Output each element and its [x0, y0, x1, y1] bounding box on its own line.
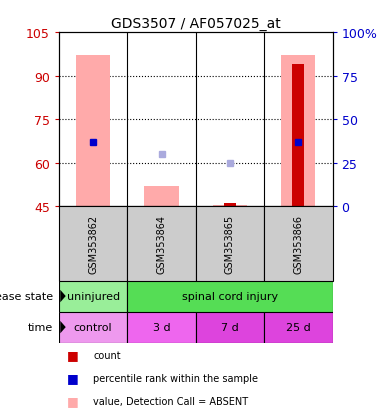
Text: disease state: disease state [0, 291, 54, 301]
Text: GSM353866: GSM353866 [293, 214, 303, 273]
Bar [196, 312, 264, 343]
Bar [292, 65, 304, 206]
Polygon shape [60, 290, 66, 302]
Bar [127, 312, 196, 343]
Text: ■: ■ [66, 371, 78, 385]
Text: control: control [74, 322, 112, 332]
Bar [281, 56, 315, 206]
Bar [76, 56, 110, 206]
Text: GSM353865: GSM353865 [225, 214, 235, 273]
Text: GSM353864: GSM353864 [157, 214, 166, 273]
Text: ■: ■ [66, 349, 78, 362]
Bar [264, 312, 332, 343]
Text: 3 d: 3 d [153, 322, 170, 332]
Bar [59, 281, 127, 312]
Polygon shape [60, 321, 66, 334]
Text: 25 d: 25 d [286, 322, 311, 332]
Text: 7 d: 7 d [221, 322, 239, 332]
Text: ■: ■ [66, 394, 78, 407]
Bar [224, 203, 236, 206]
Text: uninjured: uninjured [66, 291, 120, 301]
Bar [59, 312, 127, 343]
Text: time: time [28, 322, 54, 332]
Bar [264, 206, 332, 281]
Bar [127, 206, 196, 281]
Text: GSM353862: GSM353862 [88, 214, 98, 273]
Title: GDS3507 / AF057025_at: GDS3507 / AF057025_at [111, 17, 280, 31]
Bar [144, 186, 179, 206]
Text: percentile rank within the sample: percentile rank within the sample [93, 373, 258, 383]
Bar [196, 206, 264, 281]
Text: spinal cord injury: spinal cord injury [182, 291, 278, 301]
Bar [127, 281, 332, 312]
Bar [59, 206, 127, 281]
Text: count: count [93, 350, 121, 360]
Text: value, Detection Call = ABSENT: value, Detection Call = ABSENT [93, 396, 248, 406]
